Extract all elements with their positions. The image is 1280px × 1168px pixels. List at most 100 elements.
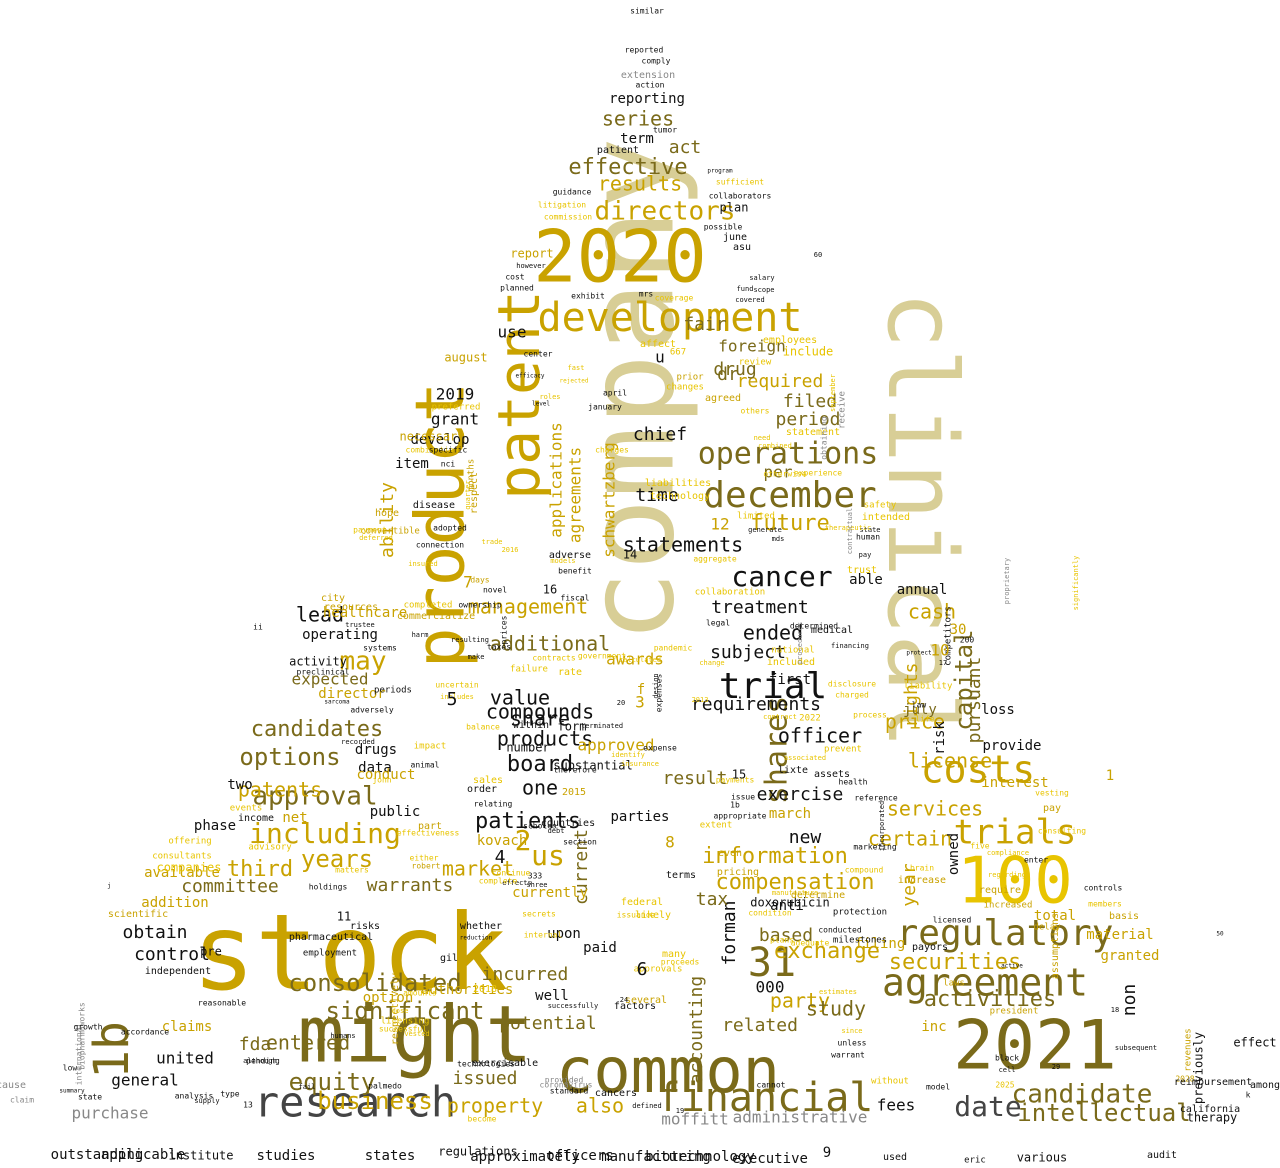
word-assets: assets (814, 769, 850, 780)
word-others: others (741, 407, 770, 416)
word-11: 11 (337, 910, 351, 924)
word-receive: receive (838, 391, 848, 429)
word-appropriate: appropriate (714, 812, 767, 821)
word-administrative: administrative (733, 1108, 868, 1127)
word-comply: comply (642, 57, 671, 66)
word-forman: forman (719, 900, 740, 965)
word-intellectual: intellectual (1017, 1099, 1190, 1127)
word-asu: asu (733, 242, 751, 253)
word-respectively: respectively (390, 973, 401, 1045)
word-activity: activity (289, 655, 347, 669)
word-patients: patients (475, 809, 581, 834)
word-u: u (655, 348, 665, 367)
word-otherwise: otherwise (763, 470, 807, 479)
word-1b: 1b (84, 1021, 140, 1079)
word-procedures: procedures (796, 622, 804, 664)
word-scientific: scientific (108, 909, 168, 920)
word-systems: systems (363, 644, 397, 653)
word-healthcare: healthcare (323, 605, 407, 621)
word-several: several (625, 995, 667, 1006)
word-claims: claims (162, 1019, 213, 1035)
word-control: control (134, 944, 210, 965)
word-fees: fees (877, 1096, 916, 1115)
word-product: product (402, 382, 481, 669)
word-intended: intended (862, 512, 910, 523)
word-pharmaceutical: pharmaceutical (289, 932, 373, 943)
word-ability: ability (377, 482, 398, 558)
word-march: march (769, 806, 811, 822)
word-holdings: holdings (309, 883, 348, 892)
word-relating: relating (474, 800, 513, 809)
word-income: income (238, 813, 274, 824)
word-federal: federal (621, 897, 663, 908)
word-awards: awards (606, 650, 664, 669)
word-matters: matters (335, 866, 369, 875)
word-report: report (510, 247, 553, 261)
word-current: current (571, 829, 592, 905)
word-plans: plans (770, 936, 794, 945)
word-mds: mds (772, 535, 785, 543)
word-rights: rights (901, 662, 922, 727)
word-officer: officer (778, 724, 862, 748)
word-rate: rate (558, 667, 582, 678)
word-city: city (321, 593, 345, 604)
word-agreed: agreed (705, 393, 741, 404)
word-order: order (467, 784, 497, 795)
word-consulting: consulting (1038, 827, 1086, 836)
word-2019: 2019 (436, 385, 475, 404)
word-trust: trust (847, 565, 877, 576)
word-costs: costs (921, 748, 1035, 792)
word-previously: previously (1192, 1032, 1206, 1104)
word-business: business (317, 1087, 433, 1115)
word-pay: pay (1043, 803, 1061, 814)
word-reference: reference (854, 794, 898, 803)
word-roles: roles (539, 393, 560, 401)
word-patent: patent (485, 290, 553, 500)
word-prices: prices (500, 615, 509, 644)
word-active: active (1001, 963, 1023, 970)
word-7: 7 (463, 573, 473, 592)
word-factors: factors (614, 1001, 656, 1012)
word-reporting: reporting (609, 91, 685, 107)
word-completed: completed (404, 601, 453, 611)
word-however: however (516, 262, 546, 270)
word-approved: approved (577, 736, 654, 755)
word-design: design (652, 673, 660, 698)
word-grant: grant (431, 410, 479, 429)
word-agreement: agreement (882, 961, 1088, 1005)
word-activities: activities (924, 987, 1056, 1012)
word-events: events (230, 804, 263, 814)
word-studies: studies (256, 1148, 315, 1164)
word-licensed: licensed (933, 916, 972, 925)
word-determined: determined (790, 622, 838, 631)
word-shares: shares (760, 696, 795, 804)
word-agreements: agreements (566, 447, 585, 543)
word-section: section (563, 838, 597, 847)
word-2018: 2018 (473, 984, 497, 995)
word-parties: parties (610, 809, 669, 825)
word-pursuant: pursuant (964, 657, 985, 744)
word-2: 2 (515, 824, 532, 857)
word-hope: hope (375, 508, 399, 519)
word-consolidated: consolidated (288, 969, 461, 997)
word-inc: inc (921, 1019, 946, 1035)
word-become: become (468, 1115, 497, 1124)
word-although: although (243, 1057, 277, 1065)
word-operations: operations (698, 437, 879, 472)
word-mrs: mrs (639, 290, 654, 299)
word-information: information (702, 844, 848, 869)
word-necessary: necessary (399, 430, 464, 444)
word-period: period (775, 409, 840, 430)
word-50: 50 (1216, 931, 1224, 938)
word-management: management (468, 595, 588, 619)
word-vested: vested (404, 1030, 429, 1038)
word-california: california (1180, 1104, 1240, 1115)
word-6: 6 (637, 959, 648, 980)
word-pay: pay (859, 551, 872, 559)
word-loss: loss (981, 702, 1015, 718)
word-identify: identify (611, 751, 645, 759)
word-fail: fail (299, 1083, 316, 1091)
word-successfully: successfully (548, 1002, 599, 1010)
word-included: included (767, 657, 815, 668)
word-fiscal: fiscal (561, 594, 590, 603)
